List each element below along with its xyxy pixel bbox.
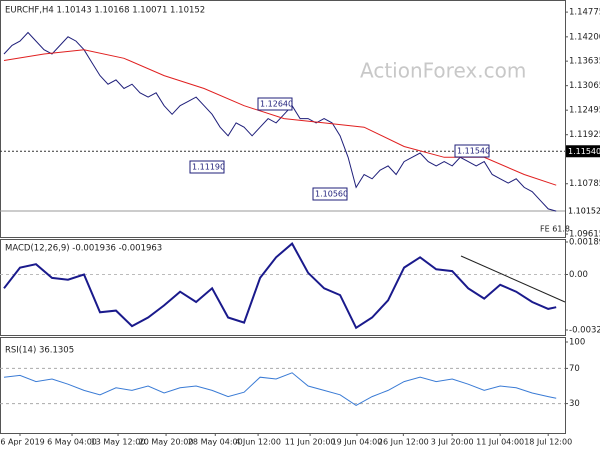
x-tick-label: 4 Jun 12:00 — [235, 438, 281, 447]
level-label: 1.11540 — [566, 145, 600, 158]
x-tick-label: 11 Jul 04:00 — [476, 438, 524, 447]
annotation-text: 1.12640 — [260, 100, 293, 109]
x-tick-label: 26 Apr 2019 — [0, 438, 45, 447]
x-tick-label: 6 May 04:00 — [47, 438, 97, 447]
panel-title: MACD(12,26,9) -0.001936 -0.001963 — [5, 244, 162, 254]
last-price-label-box — [566, 204, 600, 217]
x-tick-label: 11 Jun 20:00 — [285, 438, 336, 447]
x-tick-label: 20 May 20:00 — [139, 438, 194, 447]
annotation: 1.11540 — [454, 144, 490, 158]
x-tick-label: 13 May 12:00 — [91, 438, 146, 447]
note: FE 61.8 — [540, 225, 570, 234]
watermark: ActionForex.com — [360, 59, 526, 83]
price-panel — [0, 0, 566, 238]
y-tick-label: 1.09615 — [569, 230, 600, 240]
rsi-panel — [0, 337, 566, 434]
annotation-box — [312, 187, 348, 201]
y-tick-label: 1.13635 — [569, 57, 600, 67]
annotation-text: 1.11540 — [457, 147, 490, 156]
x-tick-label: 26 Jun 12:00 — [378, 438, 429, 447]
y-tick-label: 1.14200 — [569, 32, 600, 42]
series-line — [3, 31, 557, 212]
macd-panel — [0, 239, 566, 336]
y-tick-label: 1.10785 — [569, 179, 600, 189]
panel-title: RSI(14) 36.1305 — [5, 346, 74, 356]
y-tick-label: 100 — [569, 338, 585, 348]
annotation: 1.12640 — [257, 97, 293, 111]
x-tick-label: 19 Jun 04:00 — [332, 438, 383, 447]
annotation-text: 1.10560 — [315, 190, 348, 199]
y-tick-label: 1.12495 — [569, 106, 600, 116]
level-label-box — [566, 145, 600, 158]
annotation-box — [257, 97, 293, 111]
series-line — [3, 242, 557, 330]
y-tick-label: 0.001891 — [569, 237, 600, 247]
y-tick-label: 1.14775 — [569, 8, 600, 18]
x-tick-label: 3 Jul 20:00 — [431, 438, 474, 447]
annotation: 1.10560 — [312, 187, 348, 201]
annotation-text: 1.11190 — [192, 163, 225, 172]
annotation-box — [189, 160, 225, 174]
last-price-label: 1.10152 — [566, 204, 600, 217]
y-tick-label: 1.13065 — [569, 81, 600, 91]
last-price-label-text: 1.10152 — [568, 206, 600, 215]
y-tick-label: -0.003228 — [569, 325, 600, 335]
annotation: 1.11190 — [189, 160, 225, 174]
panel-title: EURCHF,H4 1.10143 1.10168 1.10071 1.1015… — [5, 6, 205, 16]
y-tick-label: 1.11925 — [569, 130, 600, 140]
trend-line — [460, 255, 566, 303]
y-tick-label: 30 — [569, 399, 580, 409]
level-label-text: 1.11540 — [568, 147, 600, 156]
series-line — [3, 372, 557, 406]
y-tick-label: 70 — [569, 364, 580, 374]
y-tick-label: 0.00 — [569, 270, 588, 280]
x-tick-label: 18 Jul 12:00 — [524, 438, 572, 447]
annotation-box — [454, 144, 490, 158]
x-tick-label: 28 May 04:00 — [188, 438, 243, 447]
